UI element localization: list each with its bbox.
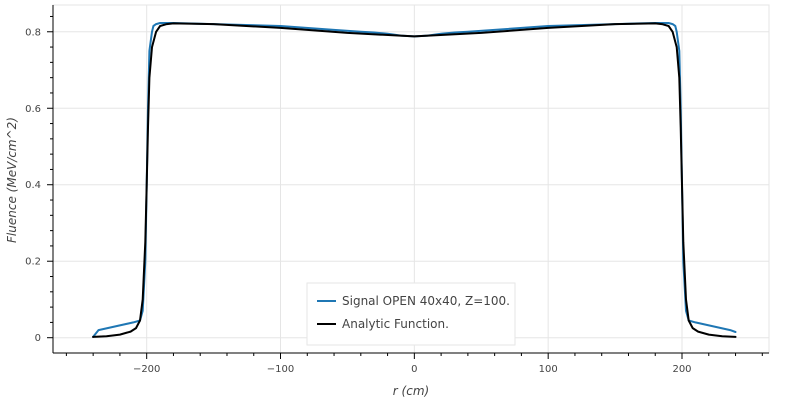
y-axis-title: Fluence (MeV/cm^2) [5, 117, 19, 243]
y-tick-label: 0.4 [25, 180, 41, 191]
y-tick-label: 0.6 [25, 104, 41, 115]
legend-label-analytic: Analytic Function. [342, 317, 449, 331]
x-axis: −200 −100 0 100 200 [53, 352, 769, 375]
y-tick-label: 0.2 [25, 257, 41, 268]
legend-box [306, 282, 516, 346]
x-tick-label: 0 [411, 364, 417, 375]
x-tick-label: −100 [267, 364, 294, 375]
legend: Signal OPEN 40x40, Z=100. Analytic Funct… [306, 282, 516, 346]
series-line-analytic [92, 22, 737, 338]
x-tick-label: −200 [133, 364, 160, 375]
y-tick-label: 0 [35, 333, 41, 344]
y-tick-label: 0.8 [25, 27, 41, 38]
x-tick-label: 100 [539, 364, 558, 375]
x-tick-label: 200 [672, 364, 691, 375]
x-axis-title: r (cm) [393, 384, 429, 398]
series-lines [92, 22, 737, 338]
y-axis: 0 0.2 0.4 0.6 0.8 [25, 5, 54, 353]
legend-label-signal: Signal OPEN 40x40, Z=100. [342, 294, 510, 308]
